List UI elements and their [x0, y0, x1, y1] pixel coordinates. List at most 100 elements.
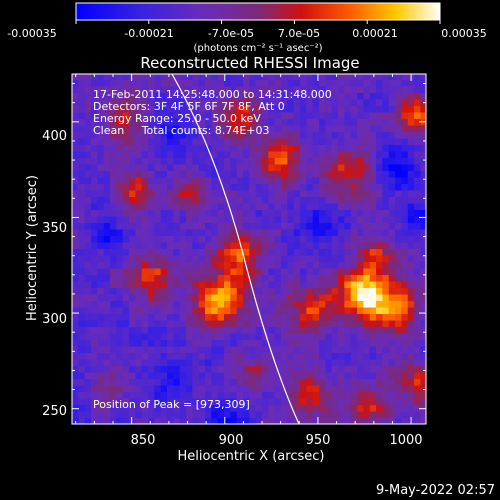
x-tick-label: 950 — [306, 433, 331, 448]
heatmap-cell — [395, 105, 402, 113]
heatmap-cell — [255, 417, 263, 424]
heatmap-cell — [110, 79, 117, 87]
heatmap-cell — [129, 118, 136, 126]
heatmap-cell — [395, 235, 402, 243]
heatmap-cell — [122, 274, 130, 282]
heatmap-cell — [84, 280, 92, 289]
heatmap-cell — [141, 189, 149, 197]
heatmap-cell — [325, 137, 333, 145]
heatmap-cell — [243, 378, 250, 386]
heatmap-cell — [186, 163, 193, 171]
heatmap-cell — [388, 189, 396, 197]
heatmap-cell — [72, 384, 79, 393]
heatmap-cell — [154, 287, 162, 295]
heatmap-cell — [154, 384, 162, 393]
heatmap-cell — [148, 85, 155, 93]
heatmap-cell — [255, 202, 263, 211]
heatmap-cell — [91, 352, 98, 360]
heatmap-cell — [141, 378, 149, 386]
heatmap-cell — [306, 111, 314, 119]
heatmap-cell — [300, 170, 307, 178]
heatmap-cell — [407, 235, 415, 243]
heatmap-cell — [78, 358, 86, 367]
heatmap-cell — [395, 111, 402, 119]
heatmap-cell — [407, 287, 415, 295]
heatmap-cell — [407, 183, 415, 191]
heatmap-cell — [103, 358, 111, 367]
heatmap-cell — [262, 131, 269, 139]
heatmap-cell — [262, 365, 269, 373]
heatmap-cell — [420, 261, 426, 269]
heatmap-cell — [281, 79, 288, 87]
heatmap-cell — [78, 293, 86, 302]
heatmap-cell — [331, 144, 339, 152]
y-axis-label: Heliocentric Y (arcsec) — [25, 175, 40, 321]
heatmap-cell — [243, 326, 250, 334]
heatmap-cell — [350, 215, 358, 224]
heatmap-cell — [306, 183, 314, 191]
heatmap-cell — [407, 241, 415, 250]
heatmap-cell — [135, 300, 143, 308]
heatmap-cell — [230, 157, 238, 165]
heatmap-cell — [344, 287, 352, 295]
heatmap-cell — [179, 274, 187, 282]
heatmap-cell — [148, 280, 155, 289]
heatmap-cell — [154, 235, 162, 243]
heatmap-cell — [376, 410, 383, 419]
heatmap-cell — [110, 326, 117, 334]
heatmap-cell — [388, 118, 396, 126]
heatmap-cell — [376, 339, 383, 347]
heatmap-cell — [395, 92, 402, 100]
heatmap-cell — [281, 410, 288, 419]
heatmap-cell — [357, 274, 364, 282]
heatmap-cell — [293, 170, 301, 178]
heatmap-cell — [72, 267, 79, 276]
heatmap-cell — [281, 118, 288, 126]
heatmap-cell — [192, 254, 200, 263]
heatmap-cell — [376, 176, 383, 184]
heatmap-cell — [249, 124, 257, 132]
heatmap-cell — [357, 74, 364, 80]
heatmap-cell — [249, 332, 257, 341]
heatmap-cell — [110, 131, 117, 139]
heatmap-cell — [179, 391, 187, 399]
heatmap-cell — [319, 397, 326, 406]
heatmap-cell — [160, 365, 168, 373]
heatmap-cell — [72, 235, 79, 243]
heatmap-cell — [414, 163, 422, 171]
heatmap-cell — [205, 163, 212, 171]
heatmap-cell — [148, 410, 155, 419]
heatmap-cell — [173, 365, 181, 373]
heatmap-cell — [224, 280, 231, 289]
heatmap-cell — [103, 254, 111, 263]
heatmap-cell — [249, 92, 257, 100]
heatmap-cell — [78, 157, 86, 165]
heatmap-cell — [160, 170, 168, 178]
heatmap-cell — [331, 241, 339, 250]
heatmap-cell — [255, 410, 263, 419]
heatmap-cell — [243, 79, 250, 87]
heatmap-cell — [205, 157, 212, 165]
heatmap-cell — [293, 287, 301, 295]
heatmap-cell — [179, 176, 187, 184]
heatmap-cell — [338, 319, 345, 328]
heatmap-cell — [376, 215, 383, 224]
heatmap-cell — [350, 254, 358, 263]
heatmap-cell — [211, 417, 219, 424]
heatmap-cell — [179, 215, 187, 224]
heatmap-cell — [344, 235, 352, 243]
heatmap-cell — [312, 202, 320, 211]
heatmap-cell — [198, 124, 206, 132]
heatmap-cell — [78, 280, 86, 289]
heatmap-cell — [293, 241, 301, 250]
heatmap-cell — [300, 254, 307, 263]
heatmap-cell — [249, 118, 257, 126]
heatmap-cell — [363, 339, 371, 347]
heatmap-cell — [243, 248, 250, 256]
heatmap-cell — [300, 111, 307, 119]
heatmap-cell — [382, 339, 390, 347]
heatmap-cell — [72, 202, 79, 211]
heatmap-cell — [300, 196, 307, 204]
heatmap-cell — [350, 417, 358, 424]
heatmap-cell — [91, 300, 98, 308]
